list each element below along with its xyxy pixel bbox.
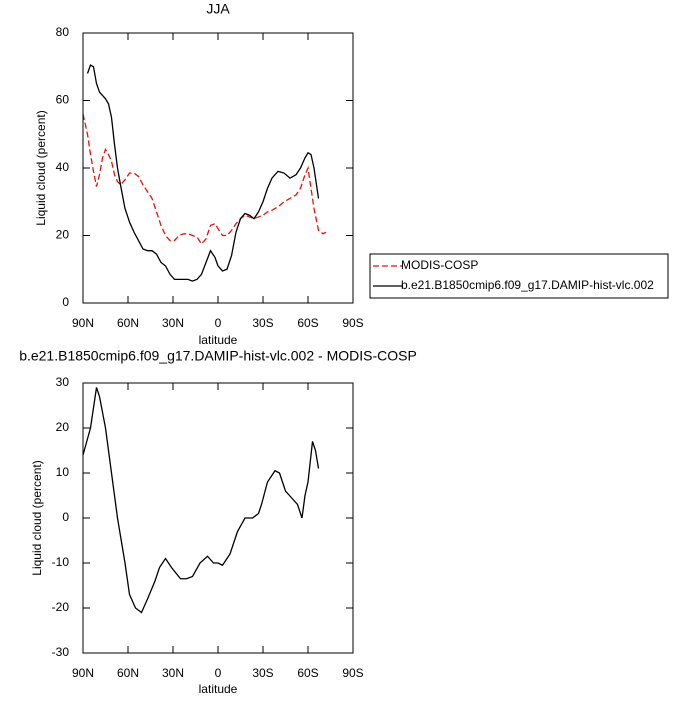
y-axis-label: Liquid cloud (percent) [34, 110, 48, 225]
x-tick-label: 30S [252, 316, 273, 330]
data-line [86, 64, 320, 282]
y-tick-label: -20 [52, 600, 70, 614]
y-tick-label: 0 [62, 510, 69, 524]
x-tick-label: 60N [117, 316, 139, 330]
y-tick-label: 40 [56, 160, 70, 174]
x-tick-label: 30N [162, 666, 184, 680]
y-tick-label: 80 [56, 25, 70, 39]
x-tick-label: 0 [215, 316, 222, 330]
legend-label: b.e21.B1850cmip6.f09_g17.DAMIP-hist-vlc.… [401, 278, 654, 292]
y-tick-label: 0 [62, 295, 69, 309]
y-tick-label: 30 [56, 375, 70, 389]
y-tick-label: -30 [52, 645, 70, 659]
x-tick-label: 90N [72, 666, 94, 680]
x-axis-label: latitude [199, 682, 238, 696]
plot-frame [82, 32, 354, 304]
y-axis-label: Liquid cloud (percent) [30, 460, 44, 575]
x-tick-label: 0 [215, 666, 222, 680]
legend-box [369, 253, 669, 299]
x-tick-label: 30S [252, 666, 273, 680]
x-tick-label: 90S [342, 666, 363, 680]
legend-label: MODIS-COSP [401, 258, 478, 272]
y-tick-label: 10 [56, 465, 70, 479]
x-tick-label: 60S [297, 316, 318, 330]
x-tick-label: 60S [297, 666, 318, 680]
y-tick-label: -10 [52, 555, 70, 569]
x-tick-label: 90N [72, 316, 94, 330]
plot-frame [82, 382, 354, 654]
x-tick-label: 90S [342, 316, 363, 330]
y-tick-label: 20 [56, 420, 70, 434]
y-tick-label: 60 [56, 93, 70, 107]
x-tick-label: 30N [162, 316, 184, 330]
data-line [82, 387, 320, 614]
chart-title: b.e21.B1850cmip6.f09_g17.DAMIP-hist-vlc.… [19, 348, 417, 364]
x-axis-label: latitude [199, 333, 238, 347]
y-tick-label: 20 [56, 228, 70, 242]
x-tick-label: 60N [117, 666, 139, 680]
chart-title: JJA [206, 1, 230, 17]
